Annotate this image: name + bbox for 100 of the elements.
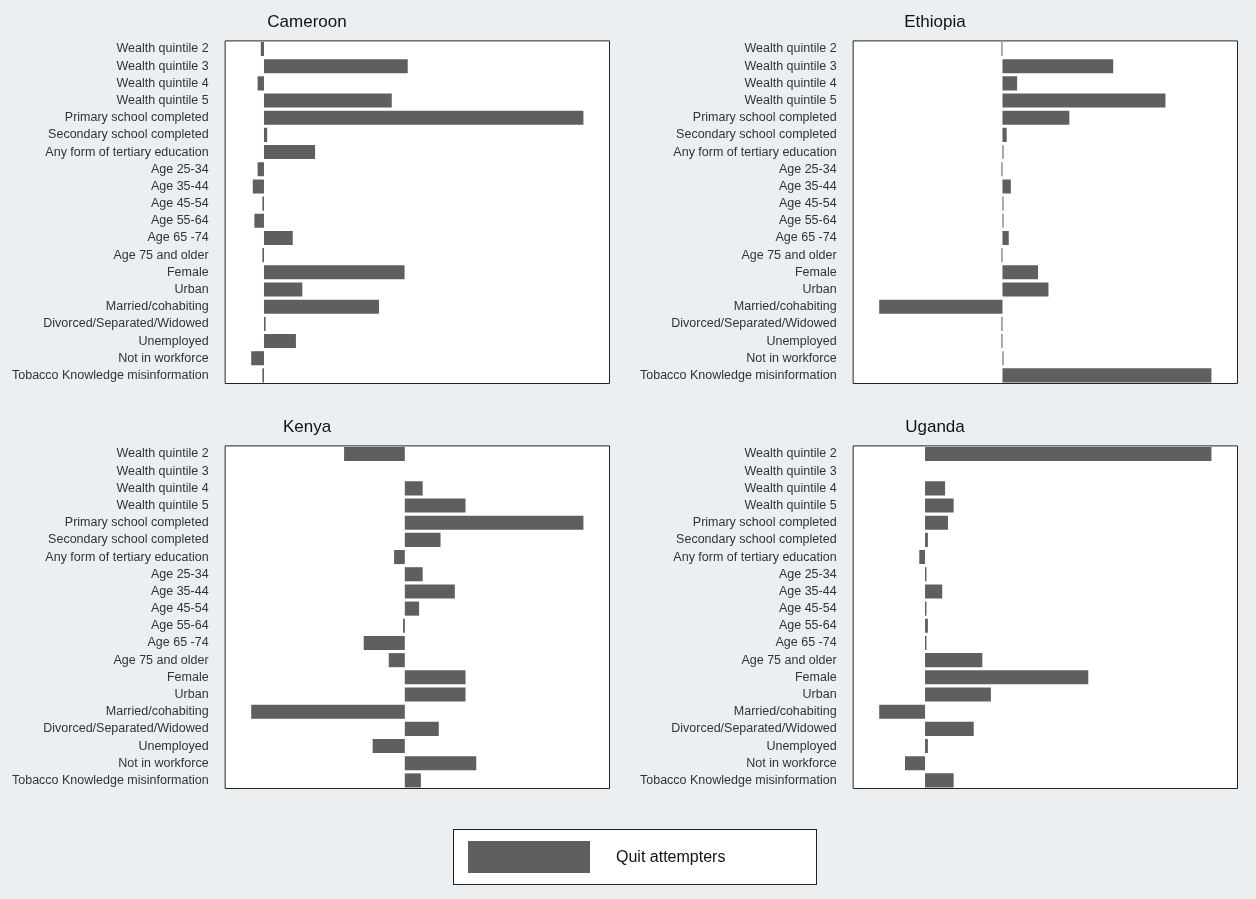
- y-tick-label: Unemployed: [138, 333, 209, 348]
- bar: [925, 515, 948, 530]
- bar: [251, 704, 405, 719]
- bar: [263, 230, 293, 246]
- y-tick-label: Age 55-64: [778, 618, 837, 633]
- bar: [404, 481, 423, 496]
- y-tick-label: Wealth quintile 5: [116, 92, 209, 107]
- y-tick-label: Age 35-44: [150, 583, 209, 598]
- y-tick-label: Unemployed: [766, 738, 837, 753]
- bar: [404, 567, 423, 582]
- bar: [363, 635, 405, 651]
- y-tick-label: Any form of tertiary education: [45, 549, 209, 564]
- chart-title: Cameroon: [267, 11, 347, 31]
- bar: [263, 59, 408, 74]
- y-tick-label: Age 75 and older: [113, 652, 209, 667]
- y-tick-label: Secondary school completed: [676, 532, 837, 547]
- y-tick-label: Secondary school completed: [48, 127, 209, 142]
- y-tick-label: Urban: [174, 281, 209, 296]
- chart-title: Uganda: [905, 416, 966, 436]
- y-tick-label: Age 55-64: [150, 618, 209, 633]
- y-tick-label: Divorced/Separated/Widowed: [671, 721, 837, 736]
- y-tick-label: Unemployed: [766, 333, 837, 348]
- bar: [263, 265, 405, 280]
- bar: [254, 213, 264, 228]
- y-tick-label: Tobacco Knowledge misinformation: [11, 772, 209, 787]
- y-tick-label: Wealth quintile 5: [744, 497, 837, 512]
- y-tick-label: Age 35-44: [150, 178, 209, 193]
- y-tick-label: Not in workforce: [118, 755, 209, 770]
- y-tick-label: Age 75 and older: [741, 247, 837, 262]
- bar: [1002, 179, 1011, 194]
- y-tick-label: Age 25-34: [778, 566, 837, 581]
- y-tick-label: Not in workforce: [746, 350, 837, 365]
- bar: [372, 739, 405, 754]
- chart-title: Kenya: [282, 416, 332, 436]
- y-tick-label: Female: [794, 264, 837, 279]
- y-tick-label: Female: [794, 669, 837, 684]
- y-tick-label: Age 55-64: [150, 213, 209, 228]
- bar: [925, 498, 954, 513]
- y-tick-label: Tobacco Knowledge misinformation: [11, 367, 209, 382]
- y-tick-label: Age 35-44: [778, 178, 837, 193]
- y-tick-label: Urban: [802, 686, 837, 701]
- y-tick-label: Wealth quintile 2: [116, 446, 209, 461]
- y-tick-label: Wealth quintile 3: [744, 58, 837, 73]
- bar: [1002, 59, 1114, 74]
- bar: [1002, 127, 1007, 142]
- text: Quit attempters: [616, 848, 726, 866]
- y-tick-label: Wealth quintile 3: [116, 463, 209, 478]
- y-tick-label: Married/cohabiting: [733, 704, 837, 719]
- y-tick-label: Wealth quintile 4: [744, 480, 837, 495]
- y-tick-label: Wealth quintile 2: [744, 41, 837, 56]
- bar: [263, 93, 392, 108]
- bar: [263, 127, 268, 142]
- y-tick-label: Wealth quintile 2: [744, 446, 837, 461]
- y-tick-label: Divorced/Separated/Widowed: [43, 721, 209, 736]
- bar: [252, 179, 264, 194]
- bar: [925, 481, 946, 496]
- bar: [257, 76, 264, 91]
- y-tick-label: Secondary school completed: [48, 532, 209, 547]
- bar: [1002, 76, 1018, 91]
- y-tick-label: Divorced/Separated/Widowed: [671, 316, 837, 331]
- y-tick-label: Age 25-34: [778, 161, 837, 176]
- y-tick-label: Wealth quintile 3: [744, 463, 837, 478]
- y-tick-label: Wealth quintile 5: [744, 92, 837, 107]
- y-tick-label: Age 25-34: [150, 161, 209, 176]
- y-tick-label: Age 35-44: [778, 583, 837, 598]
- bar: [404, 687, 466, 702]
- bar: [404, 532, 441, 547]
- y-tick-label: Any form of tertiary education: [45, 144, 209, 159]
- y-tick-label: Tobacco Knowledge misinformation: [639, 772, 837, 787]
- y-tick-label: Primary school completed: [692, 515, 837, 530]
- y-tick-label: Wealth quintile 2: [116, 41, 209, 56]
- y-tick-label: Not in workforce: [746, 755, 837, 770]
- y-tick-label: Female: [166, 264, 209, 279]
- y-tick-label: Primary school completed: [64, 110, 209, 125]
- bar: [263, 145, 316, 160]
- bar: [1002, 282, 1049, 297]
- y-tick-label: Any form of tertiary education: [673, 549, 837, 564]
- bar: [904, 756, 926, 771]
- y-tick-label: Age 75 and older: [741, 652, 837, 667]
- bar: [404, 756, 477, 771]
- y-tick-label: Tobacco Knowledge misinformation: [639, 367, 837, 382]
- y-tick-label: Primary school completed: [64, 515, 209, 530]
- bar: [925, 532, 928, 547]
- bar: [925, 653, 983, 668]
- bar: [925, 446, 1212, 462]
- bar: [879, 704, 926, 719]
- bar: [344, 446, 405, 462]
- bar: [260, 41, 264, 57]
- y-tick-label: Urban: [174, 686, 209, 701]
- bar: [263, 334, 296, 349]
- y-tick-label: Female: [166, 669, 209, 684]
- y-tick-label: Age 65 -74: [147, 230, 209, 245]
- y-tick-label: Wealth quintile 3: [116, 58, 209, 73]
- bar: [404, 773, 421, 788]
- bar: [257, 162, 264, 177]
- y-tick-label: Wealth quintile 4: [744, 75, 837, 90]
- bar: [1002, 93, 1166, 108]
- bar: [1002, 368, 1212, 383]
- y-tick-label: Age 75 and older: [113, 247, 209, 262]
- bar: [925, 670, 1089, 685]
